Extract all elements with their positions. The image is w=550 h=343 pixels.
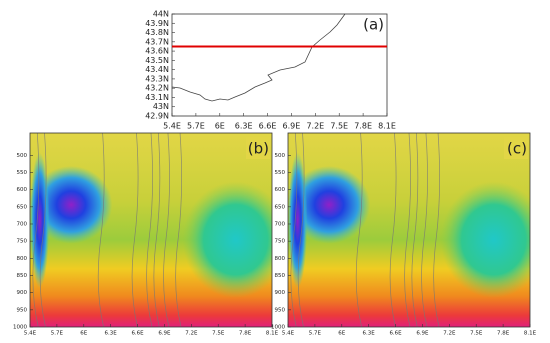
x-tick-label: 7.5E: [470, 331, 483, 337]
cyan-region: [182, 181, 272, 298]
x-tick-label: 7.2E: [443, 331, 456, 337]
x-tick-label: 6.3E: [105, 331, 118, 337]
contour-field: [288, 133, 530, 327]
y-tick-label: 43.1N: [145, 93, 169, 102]
y-tick-label: 43N: [153, 102, 169, 111]
y-tick-label: 43.4N: [145, 65, 169, 74]
x-tick-label: 5.4E: [282, 331, 295, 337]
x-tick-label: 7.2E: [185, 331, 198, 337]
x-tick-label: 6.3E: [235, 122, 253, 131]
contour-line: [411, 133, 419, 327]
x-tick-label: 6.9E: [416, 331, 429, 337]
x-tick-label: 7.8E: [239, 331, 252, 337]
label-bg: [504, 137, 528, 159]
x-tick-label: 8.1E: [378, 122, 396, 131]
contour-line: [421, 133, 428, 327]
blue-region: [30, 165, 113, 244]
contour-line: [153, 133, 161, 327]
x-tick-label: 6E: [80, 331, 87, 337]
contour-line: [97, 133, 105, 327]
y-tick-label: 43.7N: [145, 37, 169, 46]
contour-line: [175, 133, 182, 327]
contour-line: [32, 133, 40, 327]
y-tick-label: 700: [17, 221, 28, 227]
contour-line: [146, 133, 153, 327]
contour-line: [290, 133, 298, 327]
blue-region: [288, 165, 371, 244]
contour-line: [39, 133, 47, 327]
y-tick-label: 900: [275, 290, 286, 296]
y-tick-label: 950: [17, 307, 28, 313]
x-tick-label: 5.7E: [309, 331, 322, 337]
y-tick-label: 800: [275, 256, 286, 262]
x-tick-label: 7.2E: [306, 122, 324, 131]
y-tick-label: 750: [17, 239, 28, 245]
x-tick-label: 6.3E: [363, 331, 376, 337]
x-tick-label: 5.4E: [24, 331, 37, 337]
cyan-region: [440, 181, 530, 298]
y-tick-label: 43.8N: [145, 28, 169, 37]
coastline: [171, 13, 346, 102]
x-tick-label: 7.8E: [497, 331, 510, 337]
y-tick-label: 1000: [13, 325, 27, 331]
y-tick-label: 850: [275, 273, 286, 279]
x-tick-label: 5.7E: [187, 122, 205, 131]
y-tick-label: 650: [17, 204, 28, 210]
y-tick-label: 550: [17, 170, 28, 176]
plot-frame: [29, 132, 273, 328]
x-tick-label: 6.6E: [259, 122, 277, 131]
y-tick-label: 42.9N: [145, 112, 169, 121]
y-tick-label: 43.5N: [145, 56, 169, 65]
y-tick-label: 950: [275, 307, 286, 313]
panel-label: (a): [363, 16, 384, 34]
blue-core: [288, 152, 308, 289]
panel-label: (b): [248, 140, 269, 158]
map-frame: [171, 13, 388, 117]
x-tick-label: 7.5E: [330, 122, 348, 131]
x-tick-label: 8.1E: [524, 331, 537, 337]
y-tick-label: 600: [17, 187, 28, 193]
blue-core: [30, 152, 50, 289]
contour-line: [404, 133, 411, 327]
contour-line: [389, 133, 397, 327]
y-tick-label: 800: [17, 256, 28, 262]
y-tick-label: 43.6N: [145, 47, 169, 56]
y-tick-label: 700: [275, 221, 286, 227]
y-tick-label: 43.3N: [145, 74, 169, 83]
y-tick-label: 500: [275, 153, 286, 159]
label-bg: [246, 137, 270, 159]
contour-line: [433, 133, 440, 327]
y-tick-label: 600: [275, 187, 286, 193]
x-tick-label: 5.4E: [163, 122, 181, 131]
x-tick-label: 6E: [338, 331, 345, 337]
x-tick-label: 6.9E: [158, 331, 171, 337]
x-tick-label: 7.5E: [212, 331, 225, 337]
contour-line: [355, 133, 363, 327]
y-tick-label: 500: [17, 153, 28, 159]
x-tick-label: 8.1E: [266, 331, 279, 337]
x-tick-label: 6.9E: [283, 122, 301, 131]
y-tick-label: 43.9N: [145, 19, 169, 28]
x-tick-label: 6.6E: [131, 331, 144, 337]
contour-line: [163, 133, 170, 327]
contour-line: [297, 133, 305, 327]
y-tick-label: 750: [275, 239, 286, 245]
contour-field: [30, 133, 272, 327]
plot-frame: [287, 132, 531, 328]
y-tick-label: 850: [17, 273, 28, 279]
y-tick-label: 1000: [271, 325, 285, 331]
x-tick-label: 6.6E: [389, 331, 402, 337]
contour-line: [131, 133, 139, 327]
panel-label: (c): [507, 140, 527, 158]
y-tick-label: 44N: [153, 10, 169, 19]
x-tick-label: 6E: [215, 122, 225, 131]
x-tick-label: 5.7E: [51, 331, 64, 337]
y-tick-label: 900: [17, 290, 28, 296]
y-tick-label: 650: [275, 204, 286, 210]
y-tick-label: 43.2N: [145, 84, 169, 93]
x-tick-label: 7.8E: [354, 122, 372, 131]
y-tick-label: 550: [275, 170, 286, 176]
